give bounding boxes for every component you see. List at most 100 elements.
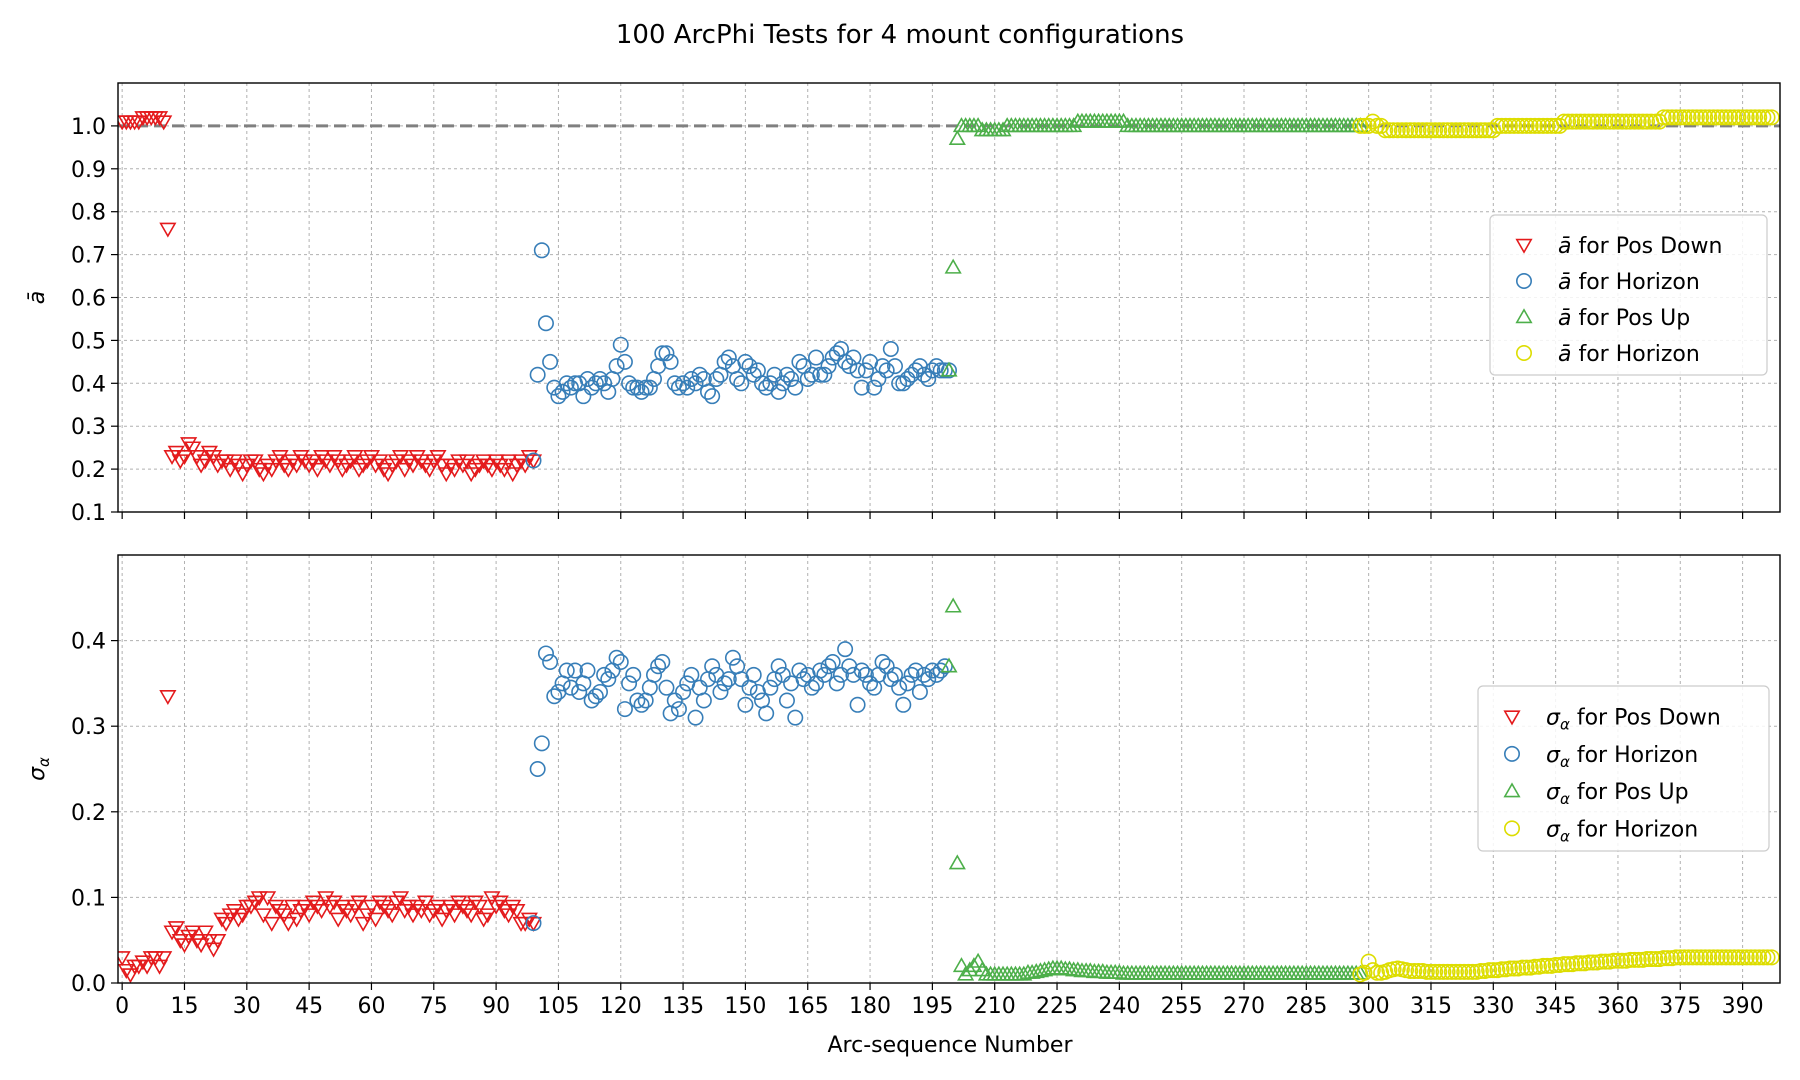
data-point <box>803 366 820 383</box>
data-point <box>433 458 451 474</box>
data-point <box>1356 964 1373 981</box>
data-point <box>221 462 239 478</box>
data-point <box>479 908 497 924</box>
data-point <box>1452 963 1469 980</box>
legend-item: ā for Pos Down <box>1515 234 1722 259</box>
x-tick-label: 270 <box>1223 994 1265 1019</box>
data-point <box>621 375 638 392</box>
data-point <box>458 904 476 920</box>
data-point <box>1747 949 1764 966</box>
data-point <box>524 454 543 470</box>
data-point <box>479 458 497 474</box>
data-point <box>778 366 795 383</box>
data-point <box>886 358 903 375</box>
data-point <box>1065 117 1083 133</box>
y-tick-label: 0.9 <box>71 158 106 183</box>
data-point <box>704 388 721 405</box>
y-tick-label: 0.3 <box>71 415 106 440</box>
data-point <box>1655 109 1672 126</box>
data-point <box>874 653 891 670</box>
data-point <box>529 760 546 777</box>
legend-item: σα for Horizon <box>1504 743 1698 771</box>
data-point <box>429 899 447 915</box>
data-point <box>180 437 198 453</box>
data-point <box>495 462 513 478</box>
data-point <box>924 362 941 379</box>
data-point <box>778 692 795 709</box>
data-point <box>159 222 177 238</box>
data-point <box>820 358 837 375</box>
data-point <box>803 679 820 696</box>
data-point <box>1680 109 1697 126</box>
y-tick-label: 0.5 <box>71 329 106 354</box>
data-point <box>317 454 335 470</box>
data-point <box>1647 951 1664 968</box>
data-point <box>948 854 966 870</box>
data-point <box>612 336 629 353</box>
data-point <box>225 454 243 470</box>
data-point <box>134 955 152 971</box>
data-point <box>250 891 268 907</box>
data-point <box>254 908 273 924</box>
data-point <box>1639 951 1656 968</box>
data-point <box>1709 949 1726 966</box>
y-tick-label: 0.2 <box>71 458 106 483</box>
data-point <box>445 908 464 924</box>
data-point <box>1452 122 1469 139</box>
data-point <box>882 671 899 688</box>
data-point <box>1701 109 1718 126</box>
data-point <box>1730 109 1747 126</box>
data-point <box>895 375 912 392</box>
data-point <box>1601 113 1618 130</box>
data-point <box>1069 961 1087 977</box>
data-point <box>1518 959 1535 976</box>
data-point <box>940 361 958 377</box>
x-tick-label: 15 <box>170 994 198 1019</box>
data-point <box>907 662 924 679</box>
data-point <box>1485 962 1502 979</box>
data-point <box>1639 113 1656 130</box>
axes-frame <box>117 554 1781 984</box>
data-point <box>279 916 297 932</box>
data-point <box>1356 117 1373 134</box>
data-point <box>288 458 306 474</box>
data-point <box>608 649 625 666</box>
data-point <box>1659 950 1676 967</box>
data-point <box>1634 113 1651 130</box>
data-point <box>271 904 289 920</box>
data-point <box>404 458 422 474</box>
data-point <box>828 345 845 362</box>
data-point <box>1684 109 1701 126</box>
data-point <box>1531 117 1548 134</box>
data-point <box>899 371 916 388</box>
data-point <box>1360 953 1377 970</box>
data-point <box>1576 113 1593 130</box>
data-point <box>1585 954 1602 971</box>
data-point <box>683 371 700 388</box>
data-point <box>200 933 218 950</box>
data-point <box>994 121 1012 137</box>
x-tick-label: 315 <box>1410 994 1452 1019</box>
data-point <box>1763 949 1780 966</box>
data-point <box>1431 122 1448 139</box>
data-point <box>1742 109 1759 126</box>
data-point <box>961 961 979 977</box>
series-pos-down <box>118 690 543 983</box>
data-point <box>658 679 675 696</box>
data-point <box>1398 122 1415 139</box>
data-point <box>932 662 949 679</box>
data-point <box>1526 117 1543 134</box>
x-tick-label: 90 <box>482 994 510 1019</box>
x-tick-label: 30 <box>233 994 261 1019</box>
data-point <box>1747 109 1764 126</box>
x-tick-label: 360 <box>1597 994 1639 1019</box>
legend-marker <box>1504 820 1521 837</box>
x-tick-label: 135 <box>662 994 704 1019</box>
data-point <box>1680 949 1697 966</box>
data-point <box>1506 117 1523 134</box>
data-point <box>733 375 750 392</box>
x-tick-label: 105 <box>537 994 579 1019</box>
data-point <box>936 362 953 379</box>
data-point <box>1535 117 1552 134</box>
data-point <box>916 666 933 683</box>
